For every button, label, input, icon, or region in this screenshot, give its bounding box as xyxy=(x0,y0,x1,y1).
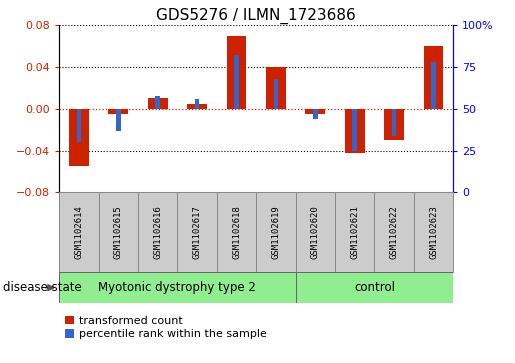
Bar xyxy=(384,109,404,140)
Bar xyxy=(99,192,138,272)
Bar xyxy=(187,104,207,109)
Bar xyxy=(305,109,325,114)
Bar xyxy=(345,109,365,153)
Bar xyxy=(109,109,128,114)
Text: GSM1102619: GSM1102619 xyxy=(271,205,280,259)
Bar xyxy=(69,109,89,166)
Bar xyxy=(414,192,453,272)
Bar xyxy=(177,192,217,272)
Text: GSM1102614: GSM1102614 xyxy=(75,205,83,259)
Bar xyxy=(352,109,357,151)
Bar xyxy=(256,192,296,272)
Bar xyxy=(313,109,318,119)
Text: GSM1102623: GSM1102623 xyxy=(429,205,438,259)
Text: GSM1102618: GSM1102618 xyxy=(232,205,241,259)
Text: GSM1102621: GSM1102621 xyxy=(350,205,359,259)
Bar xyxy=(374,192,414,272)
Bar xyxy=(59,192,99,272)
Bar xyxy=(116,109,121,131)
Text: GSM1102622: GSM1102622 xyxy=(390,205,399,259)
Text: control: control xyxy=(354,281,395,294)
Bar xyxy=(234,56,239,109)
Bar xyxy=(266,67,286,109)
Bar xyxy=(273,79,278,109)
Bar xyxy=(335,192,374,272)
Bar xyxy=(424,46,443,109)
Bar xyxy=(156,95,160,109)
Bar xyxy=(296,272,453,303)
Bar xyxy=(392,109,397,136)
Bar xyxy=(138,192,177,272)
Text: disease state: disease state xyxy=(3,281,81,294)
Bar xyxy=(148,98,167,109)
Bar xyxy=(195,99,199,109)
Text: Myotonic dystrophy type 2: Myotonic dystrophy type 2 xyxy=(98,281,256,294)
Text: GSM1102616: GSM1102616 xyxy=(153,205,162,259)
Title: GDS5276 / ILMN_1723686: GDS5276 / ILMN_1723686 xyxy=(157,8,356,24)
Text: GSM1102615: GSM1102615 xyxy=(114,205,123,259)
Bar xyxy=(227,36,246,109)
Text: GSM1102620: GSM1102620 xyxy=(311,205,320,259)
Bar xyxy=(217,192,256,272)
Bar xyxy=(77,109,81,142)
Legend: transformed count, percentile rank within the sample: transformed count, percentile rank withi… xyxy=(65,316,267,339)
Bar xyxy=(431,62,436,109)
Bar xyxy=(59,272,296,303)
Text: GSM1102617: GSM1102617 xyxy=(193,205,201,259)
Bar xyxy=(296,192,335,272)
